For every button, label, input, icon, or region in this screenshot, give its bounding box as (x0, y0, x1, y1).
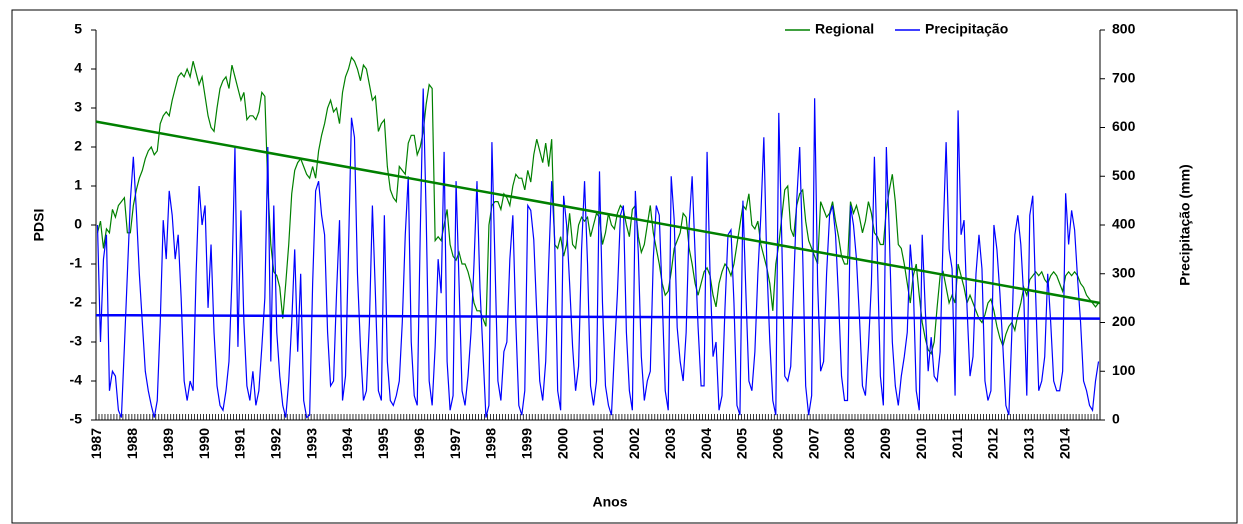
x-tick-label: 2003 (662, 428, 678, 459)
y-tick-label: -5 (70, 411, 83, 427)
legend-label: Regional (815, 21, 874, 37)
x-tick-label: 1998 (483, 428, 499, 459)
x-axis-title: Anos (593, 494, 628, 510)
trend-line (95, 313, 1101, 320)
y2-tick-label: 800 (1112, 21, 1136, 37)
x-tick-label: 2006 (769, 428, 785, 459)
y-tick-label: -1 (70, 255, 83, 271)
y2-tick-label: 300 (1112, 264, 1136, 280)
y-tick-label: 5 (74, 21, 82, 37)
x-tick-label: 2004 (698, 428, 714, 459)
x-tick-label: 2014 (1056, 428, 1072, 459)
x-tick-label: 2011 (949, 428, 965, 459)
y-tick-label: -3 (70, 333, 83, 349)
x-tick-label: 2009 (877, 428, 893, 459)
x-tick-label: 1989 (160, 428, 176, 459)
x-tick-label: 2002 (626, 428, 642, 459)
x-tick-label: 1988 (124, 428, 140, 459)
x-tick-label: 2000 (554, 428, 570, 459)
y-tick-label: -2 (70, 294, 83, 310)
y2-axis-title: Precipitação (mm) (1177, 164, 1193, 285)
x-tick-label: 1991 (232, 428, 248, 459)
x-tick-label: 1994 (339, 428, 355, 459)
x-tick-label: 1995 (375, 428, 391, 459)
y2-tick-label: 400 (1112, 216, 1136, 232)
legend-box (777, 19, 1095, 41)
x-tick-label: 1993 (303, 428, 319, 459)
y-axis-title: PDSI (31, 209, 47, 242)
x-tick-label: 1992 (267, 428, 283, 459)
x-tick-label: 2010 (913, 428, 929, 459)
y-tick-label: 3 (74, 99, 82, 115)
y2-tick-label: 200 (1112, 313, 1136, 329)
legend-label: Precipitação (925, 21, 1008, 37)
x-tick-label: 1987 (88, 428, 104, 459)
y2-tick-label: 500 (1112, 167, 1136, 183)
y2-tick-label: 700 (1112, 69, 1136, 85)
data-line (96, 55, 1099, 356)
y-tick-label: 0 (74, 216, 82, 232)
x-tick-label: 1997 (447, 428, 463, 459)
y-tick-label: 4 (74, 60, 82, 76)
y-tick-label: 1 (74, 177, 82, 193)
y2-tick-label: 0 (1112, 411, 1120, 427)
frame (11, 9, 1238, 524)
y-tick-label: -4 (70, 372, 83, 388)
x-tick-label: 1999 (518, 428, 534, 459)
trend-line (95, 120, 1101, 305)
y2-tick-label: 100 (1112, 362, 1136, 378)
y2-tick-label: 600 (1112, 118, 1136, 134)
x-tick-label: 1996 (411, 428, 427, 459)
x-tick-label: 2005 (734, 428, 750, 459)
x-tick-label: 2001 (590, 428, 606, 459)
data-line (96, 88, 1100, 419)
x-tick-label: 2008 (841, 428, 857, 459)
x-tick-label: 2012 (985, 428, 1001, 459)
y-tick-label: 2 (74, 138, 82, 154)
x-tick-label: 2013 (1020, 428, 1036, 459)
x-tick-label: 1990 (196, 428, 212, 459)
x-tick-label: 2007 (805, 428, 821, 459)
